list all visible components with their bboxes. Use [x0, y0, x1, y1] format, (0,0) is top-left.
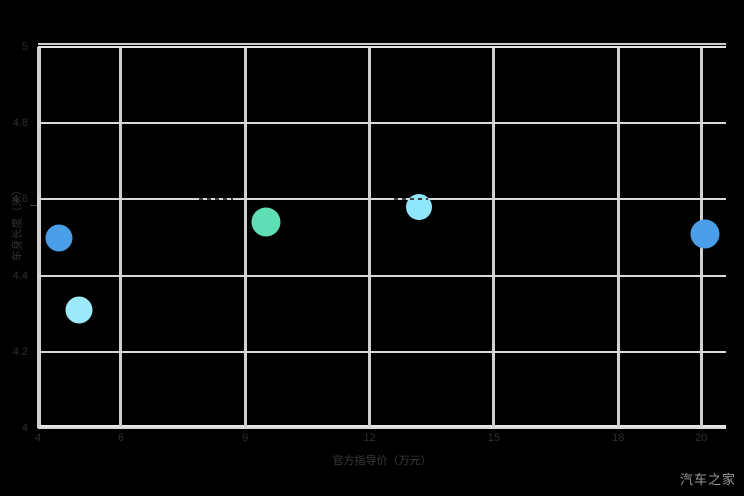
grid-line-horizontal [38, 274, 726, 277]
watermark: 汽车之家 [679, 473, 736, 488]
data-point-bubble[interactable] [690, 219, 720, 249]
grid-line-vertical [36, 47, 40, 428]
x-tick-label: 9 [242, 432, 249, 444]
x-tick-label: 20 [695, 432, 708, 444]
grid-line-horizontal [38, 46, 726, 48]
grid-line-vertical [492, 47, 496, 428]
y-axis-tick-mark [30, 205, 37, 207]
x-tick-label: 18 [612, 432, 625, 444]
data-point-bubble[interactable] [251, 207, 281, 237]
grid-line-vertical [368, 47, 372, 428]
x-axis-title: 官方指导价（万元） [332, 455, 432, 467]
x-axis-tick-labels: 4 6 9 12 15 18 20 [34, 430, 726, 448]
annotation-dashed-line [199, 198, 234, 201]
x-tick-label: 4 [34, 432, 42, 444]
y-tick-label: 4.2 [12, 345, 28, 358]
annotation-dashed-line [394, 198, 428, 201]
grid-line-vertical [616, 47, 620, 428]
grid-line-vertical [119, 47, 123, 428]
grid-line-vertical [243, 47, 247, 428]
grid-line-horizontal [38, 122, 726, 125]
x-tick-label: 6 [117, 432, 124, 444]
y-tick-label: 4.6 [12, 193, 28, 206]
y-tick-label: 4.4 [12, 269, 28, 282]
axis-bottom-spine [38, 425, 726, 428]
axis-top-spine [38, 43, 726, 45]
grid-line-horizontal [38, 350, 726, 353]
grid-line-horizontal [38, 427, 726, 429]
axis-left-spine [38, 47, 41, 428]
grid-line-horizontal [38, 198, 726, 201]
x-tick-label: 12 [363, 432, 376, 444]
y-axis-tick-labels: 4 4.2 4.4 4.6 4.8 5 [0, 41, 32, 434]
y-tick-label: 4.8 [12, 117, 28, 130]
x-tick-label: 15 [487, 432, 501, 444]
y-tick-label: 4 [21, 422, 28, 434]
data-point-bubble[interactable] [406, 194, 433, 221]
y-tick-label: 5 [21, 41, 28, 53]
data-point-bubble[interactable] [45, 224, 73, 251]
y-axis-title: 车身长度（米） [11, 184, 24, 262]
data-point-bubble[interactable] [65, 296, 93, 324]
plot-area [36, 43, 726, 429]
